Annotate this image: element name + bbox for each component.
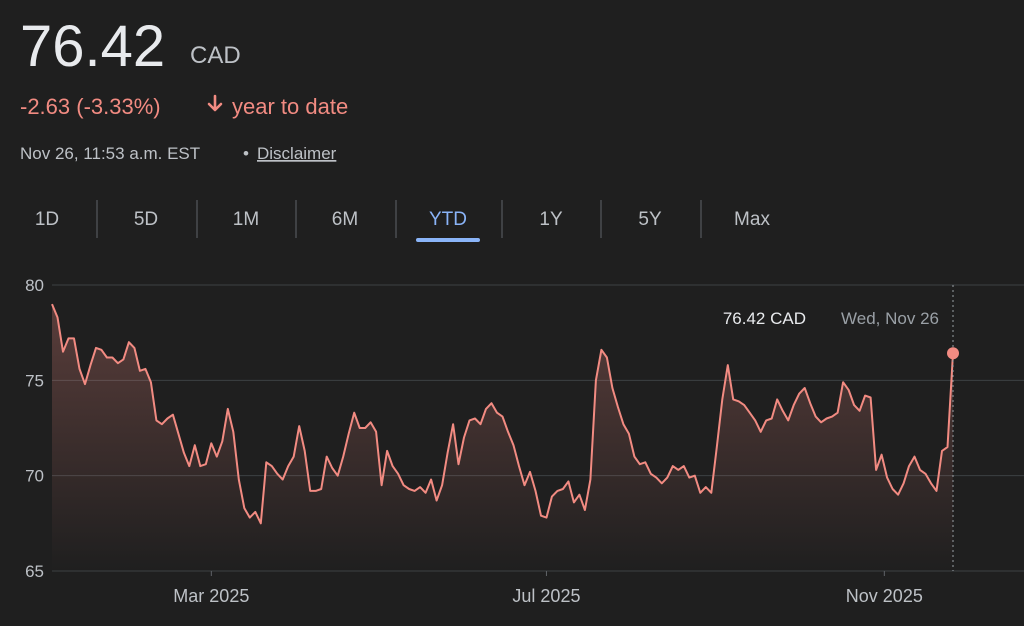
change-period: year to date [232,94,348,119]
range-tab[interactable]: 1M [233,209,259,230]
x-tick-label: Mar 2025 [173,586,249,606]
y-tick-label: 80 [25,276,44,295]
range-tab[interactable]: Max [734,209,770,230]
range-tab[interactable]: 5Y [638,209,662,230]
tooltip-value: 76.42 CAD [723,309,806,328]
separator: • [243,144,249,163]
x-tick-label: Jul 2025 [512,586,580,606]
range-tab[interactable]: 1Y [539,209,563,230]
timestamp: Nov 26, 11:53 a.m. EST [20,144,200,163]
y-tick-label: 75 [25,371,44,390]
last-point [947,347,959,360]
range-tab[interactable]: 6M [332,209,358,230]
range-tabs: 1D 5D 1M 6M YTD 1Y 5Y Max [35,200,770,242]
tooltip-date: Wed, Nov 26 [841,309,939,328]
price-line [51,303,954,525]
tab-indicator [416,238,480,242]
range-tab[interactable]: YTD [429,209,467,230]
currency: CAD [190,42,241,69]
x-tick-label: Nov 2025 [846,586,923,606]
y-tick-label: 70 [25,467,44,486]
disclaimer-link[interactable]: Disclaimer [257,144,337,163]
range-tab[interactable]: 5D [134,209,158,230]
chart: 65 70 75 80 Mar 2025 Jul 2025 Nov 2025 76.42 CA… [25,276,1024,606]
range-tab[interactable]: 1D [35,209,59,230]
y-tick-label: 65 [25,562,44,581]
price: 76.42 [20,14,165,79]
down-arrow [207,94,223,112]
price-change: -2.63 (-3.33%) [20,94,161,119]
area-fill [52,304,953,571]
